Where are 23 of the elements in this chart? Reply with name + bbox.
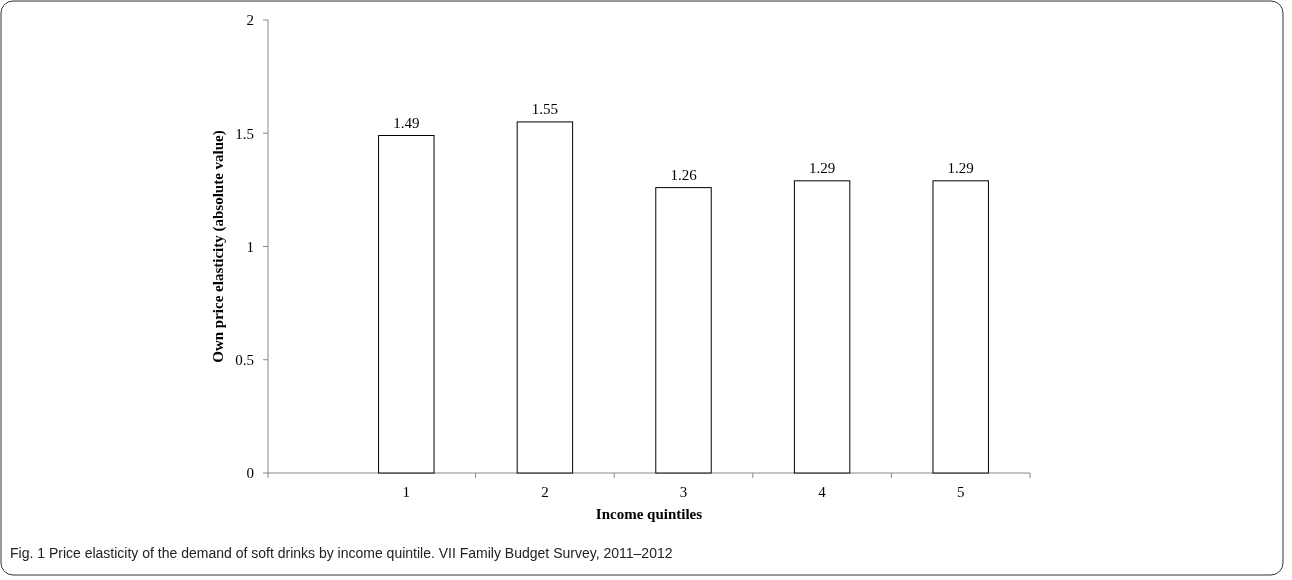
y-tick-label: 1 <box>246 238 254 255</box>
bar <box>793 180 851 474</box>
x-axis-title: Income quintiles <box>595 506 703 522</box>
bar <box>655 187 712 474</box>
x-tick-label: 2 <box>541 484 549 500</box>
y-tick-label: 0 <box>246 465 254 482</box>
x-tick-label: 3 <box>679 484 688 500</box>
bar <box>378 135 435 474</box>
y-tick-label: 2 <box>246 12 254 29</box>
bar <box>516 121 574 474</box>
data-label: 1.49 <box>393 114 420 131</box>
data-label: 1.26 <box>670 166 698 183</box>
x-tick-label: 5 <box>956 484 965 500</box>
y-tick-label: 0.5 <box>235 352 254 368</box>
caption: Fig. 1 Price elasticity of the demand of soft drinks by income quintile. VII Family Budget Survey, 2011–2012 <box>10 545 673 561</box>
data-label: 1.29 <box>808 159 836 176</box>
y-tick-label: 1.5 <box>235 125 254 142</box>
bar <box>932 180 989 474</box>
data-label: 1.55 <box>531 100 559 117</box>
x-tick-label: 1 <box>402 484 411 500</box>
x-tick-label: 4 <box>818 484 827 500</box>
y-axis-title: Own price elasticity (absolute value) <box>210 130 227 363</box>
data-label: 1.29 <box>947 159 974 176</box>
